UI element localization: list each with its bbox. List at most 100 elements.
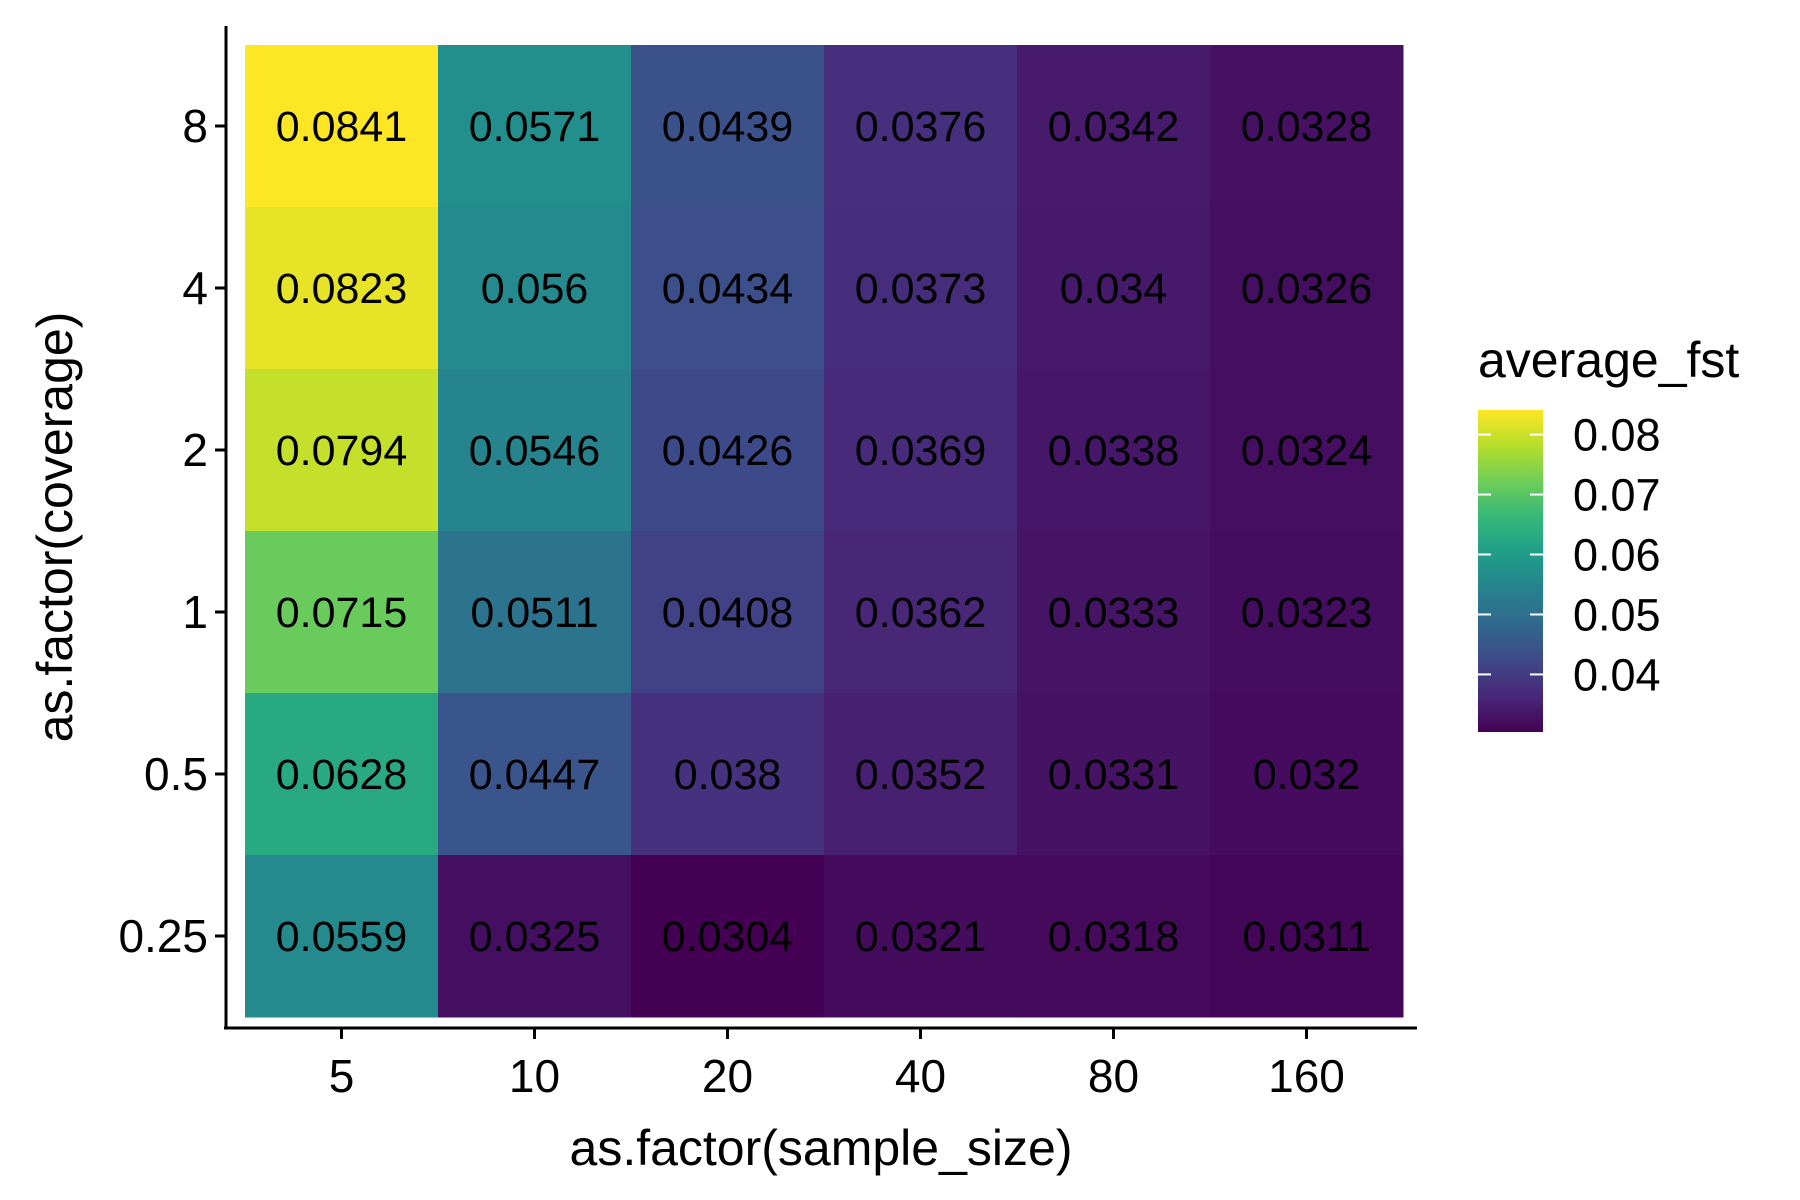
cell-value-label: 0.0326 <box>1241 265 1373 313</box>
x-axis-ticks: 5 10 20 40 80 160 <box>329 1028 1345 1102</box>
heatmap-cell <box>1210 693 1404 856</box>
heatmap-cell <box>245 693 439 856</box>
cell-value-label: 0.0559 <box>276 913 408 961</box>
heatmap-cell <box>824 369 1018 532</box>
heatmap-cell <box>1017 693 1211 856</box>
cell-value-label: 0.0571 <box>469 103 601 151</box>
heatmap-cell <box>1210 207 1404 370</box>
cell-value-label: 0.0321 <box>855 913 987 961</box>
cell-value-label: 0.0628 <box>276 751 408 799</box>
cell-value-label: 0.0311 <box>1242 913 1370 961</box>
cell-value-label: 0.0325 <box>469 913 601 961</box>
cell-value-label: 0.032 <box>1253 751 1361 799</box>
legend-tick-label: 0.04 <box>1573 649 1661 700</box>
heatmap-cell <box>824 531 1018 694</box>
cell-value-label: 0.0352 <box>855 751 987 799</box>
heatmap-cell <box>824 855 1018 1018</box>
heatmap-cell <box>245 531 439 694</box>
heatmap-cell <box>245 369 439 532</box>
heatmap-cell <box>438 531 632 694</box>
heatmap-cells <box>245 45 1404 1018</box>
heatmap-cell <box>824 693 1018 856</box>
y-axis-title: as.factor(coverage) <box>27 312 83 743</box>
cell-value-label: 0.038 <box>674 751 782 799</box>
heatmap-cell <box>1017 531 1211 694</box>
heatmap-cell <box>1210 855 1404 1018</box>
heatmap-cell <box>631 369 825 532</box>
heatmap-cell <box>438 855 632 1018</box>
x-tick-label: 40 <box>895 1050 946 1102</box>
legend-tick-label: 0.07 <box>1573 470 1661 521</box>
legend-tick-label: 0.06 <box>1573 530 1661 581</box>
cell-value-label: 0.0373 <box>855 265 987 313</box>
cell-value-label: 0.0546 <box>469 427 601 475</box>
heatmap-cell <box>1017 855 1211 1018</box>
cell-value-label: 0.0841 <box>276 103 408 151</box>
cell-value-label: 0.0323 <box>1241 589 1373 637</box>
legend-ticks: 0.08 0.07 0.06 0.05 0.04 <box>1478 410 1661 700</box>
heatmap-cell <box>824 207 1018 370</box>
heatmap-cell <box>1210 45 1404 208</box>
cell-value-label: 0.0426 <box>662 427 794 475</box>
heatmap-cell <box>1210 531 1404 694</box>
cell-value-label: 0.0331 <box>1048 751 1180 799</box>
cell-value-label: 0.0434 <box>662 265 794 313</box>
y-tick-label: 4 <box>182 262 208 314</box>
heatmap-cell <box>631 855 825 1018</box>
heatmap-cell <box>631 45 825 208</box>
y-tick-label: 2 <box>182 424 208 476</box>
cell-value-label: 0.0304 <box>662 913 794 961</box>
cell-value-label: 0.0369 <box>855 427 987 475</box>
y-tick-label: 1 <box>182 586 208 638</box>
heatmap-cell <box>631 693 825 856</box>
cell-value-label: 0.0408 <box>662 589 794 637</box>
cell-value-label: 0.0362 <box>855 589 987 637</box>
cell-value-label: 0.034 <box>1060 265 1168 313</box>
y-tick-label: 8 <box>182 100 208 152</box>
heatmap-cell <box>1017 207 1211 370</box>
heatmap-cell <box>438 45 632 208</box>
cell-value-label: 0.0318 <box>1048 913 1180 961</box>
cell-value-label: 0.0439 <box>662 103 794 151</box>
x-axis-title: as.factor(sample_size) <box>570 1120 1073 1176</box>
cell-value-label: 0.0823 <box>276 265 408 313</box>
heatmap-cell <box>245 207 439 370</box>
cell-value-label: 0.0338 <box>1048 427 1180 475</box>
x-tick-label: 80 <box>1088 1050 1139 1102</box>
legend-tick-label: 0.05 <box>1573 589 1661 640</box>
heatmap-cell <box>824 45 1018 208</box>
y-axis-ticks: 8 4 2 1 0.5 0.25 <box>118 100 226 962</box>
heatmap-cell <box>245 855 439 1018</box>
x-tick-label: 20 <box>702 1050 753 1102</box>
legend-tick-label: 0.08 <box>1573 410 1661 461</box>
legend-colorbar <box>1478 410 1543 732</box>
cell-value-label: 0.0333 <box>1048 589 1180 637</box>
cell-value-label: 0.056 <box>481 265 589 313</box>
y-tick-label: 0.25 <box>118 910 208 962</box>
heatmap-cell <box>1017 369 1211 532</box>
heatmap-cell <box>438 369 632 532</box>
heatmap-cell <box>631 207 825 370</box>
cell-value-label: 0.0511 <box>470 589 598 637</box>
x-tick-label: 5 <box>329 1050 355 1102</box>
cell-value-label: 0.0715 <box>276 589 408 637</box>
cell-value-label: 0.0794 <box>276 427 408 475</box>
cell-value-label: 0.0376 <box>855 103 987 151</box>
heatmap-cell <box>1017 45 1211 208</box>
heatmap-cell <box>1210 369 1404 532</box>
cell-value-label: 0.0328 <box>1241 103 1373 151</box>
x-tick-label: 160 <box>1268 1050 1345 1102</box>
legend-title: average_fst <box>1478 332 1739 388</box>
cell-value-label: 0.0447 <box>469 751 601 799</box>
heatmap-cell <box>438 207 632 370</box>
legend: average_fst 0.08 0.07 0.06 0.05 0.04 <box>1478 332 1739 732</box>
heatmap-cell <box>631 531 825 694</box>
cell-value-label: 0.0342 <box>1048 103 1180 151</box>
heatmap-cell <box>438 693 632 856</box>
heatmap-cell <box>245 45 439 208</box>
x-tick-label: 10 <box>509 1050 560 1102</box>
cell-value-label: 0.0324 <box>1241 427 1373 475</box>
heatmap-cell-labels: 0.0841 0.0571 0.0439 0.0376 0.0342 0.0328 0.08… <box>276 103 1373 961</box>
y-tick-label: 0.5 <box>144 748 208 800</box>
